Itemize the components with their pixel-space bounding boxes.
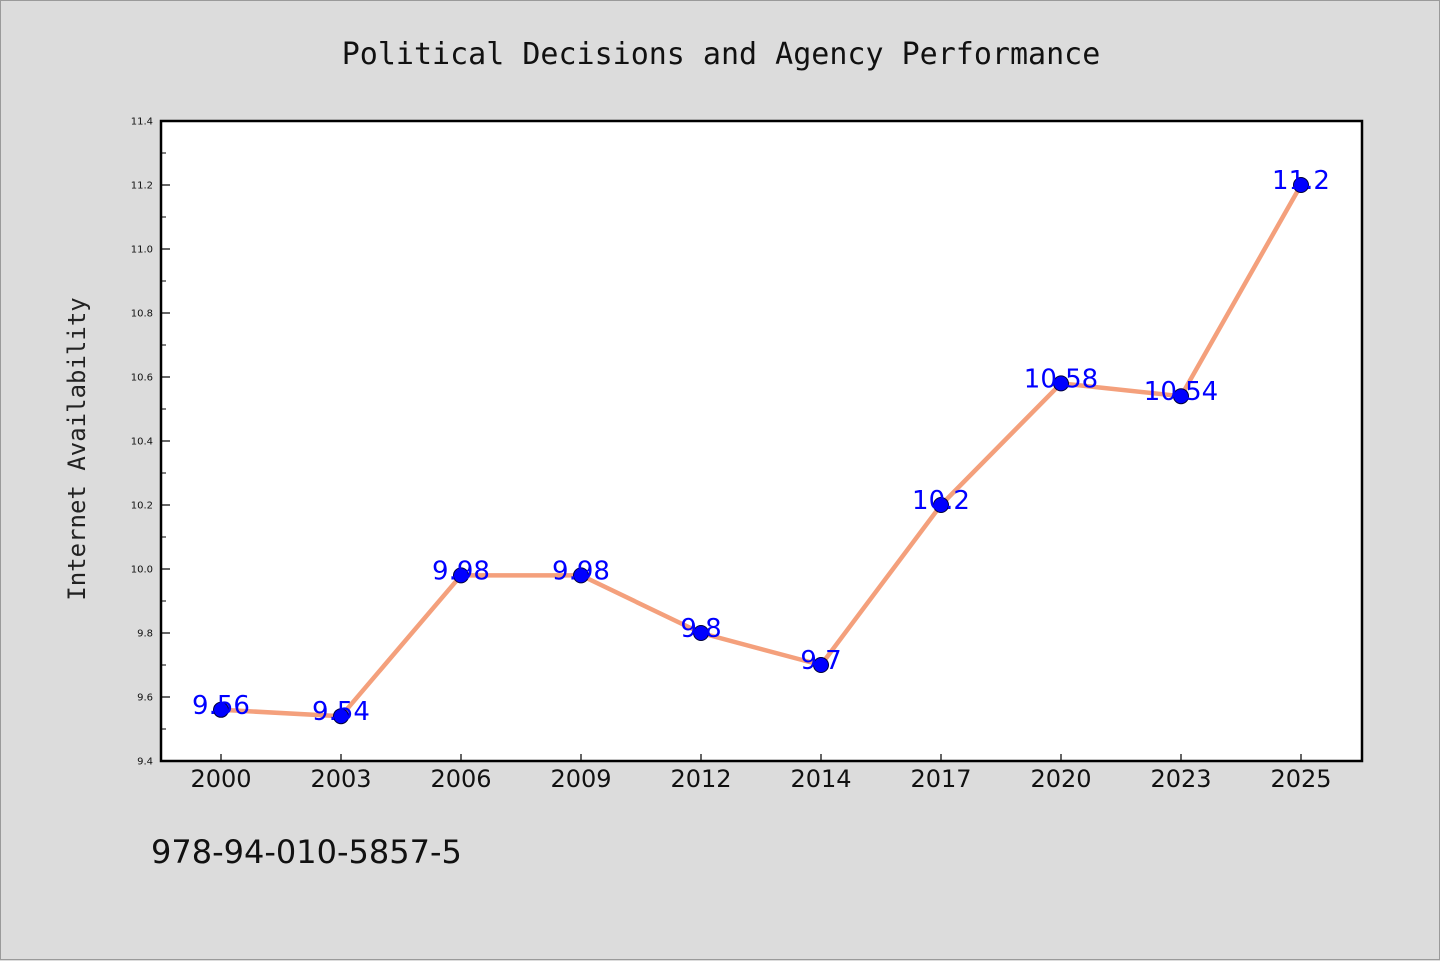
data-label: 9.54 [312, 697, 370, 727]
x-tick-label: 2020 [1030, 765, 1091, 793]
x-tick-label: 2000 [190, 765, 251, 793]
y-tick-label: 11.4 [131, 117, 153, 128]
data-point [933, 497, 949, 513]
y-tick-label: 11.2 [131, 181, 153, 192]
data-point [1053, 375, 1069, 392]
data-point [693, 625, 709, 641]
y-tick-label: 10.0 [131, 565, 153, 576]
data-label: 11.2 [1272, 166, 1330, 196]
x-tick-label: 2012 [670, 765, 731, 793]
data-point [813, 657, 829, 673]
x-tick-label: 2009 [550, 765, 611, 793]
plot-area [159, 119, 1364, 763]
x-tick-label: 2025 [1270, 765, 1331, 793]
data-point [213, 701, 229, 718]
x-tick-label: 2017 [910, 765, 971, 793]
chart-title: Political Decisions and Agency Performan… [342, 37, 1101, 72]
data-label: 9.7 [800, 646, 841, 676]
series-line-layer [218, 182, 1304, 719]
data-label: 9.98 [432, 556, 490, 586]
y-axis-ticks: 9.4 9.6 9.8 10.0 10.2 10.4 10.6 10.8 11.0 11.2 11.… [131, 117, 170, 768]
data-point [573, 567, 589, 584]
y-tick-label: 10.2 [131, 501, 153, 512]
data-label: 10.54 [1144, 377, 1218, 407]
data-point [453, 567, 469, 584]
data-point [1293, 177, 1309, 193]
y-tick-label: 10.6 [131, 373, 153, 384]
x-tick-label: 2014 [790, 765, 851, 793]
series-line [218, 182, 1304, 719]
data-label: 9.8 [680, 614, 721, 644]
x-tick-label: 2023 [1150, 765, 1211, 793]
data-label: 9.98 [552, 556, 610, 586]
x-tick-label: 2006 [430, 765, 491, 793]
data-point-layer [213, 177, 1309, 725]
y-axis-label: Internet Availability [63, 297, 91, 600]
data-label: 10.58 [1024, 364, 1098, 394]
y-tick-label: 11.0 [131, 245, 153, 256]
isbn-code: 978-94-010-5857-5 [151, 833, 462, 871]
x-tick-label: 2003 [310, 765, 371, 793]
y-tick-label: 9.4 [137, 757, 153, 768]
y-tick-label: 9.8 [137, 629, 153, 640]
y-tick-label: 10.8 [131, 309, 153, 320]
data-label: 9.56 [192, 691, 250, 721]
y-tick-label: 9.6 [137, 693, 153, 704]
data-label-layer: 9.56 9.54 9.98 9.98 9.8 9.7 10.2 10.58 10.54 11.2 [192, 166, 1330, 727]
data-label: 10.2 [912, 486, 970, 516]
x-axis-ticks: 2000 2003 2006 2009 2012 2014 2017 2020 2023 2025 [190, 754, 1332, 793]
data-point [1173, 388, 1189, 405]
y-tick-label: 10.4 [131, 437, 153, 448]
data-point [333, 708, 349, 725]
